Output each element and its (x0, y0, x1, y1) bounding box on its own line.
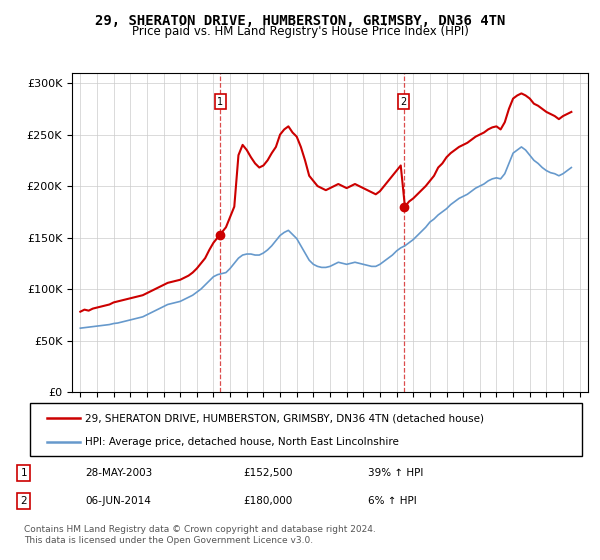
Text: HPI: Average price, detached house, North East Lincolnshire: HPI: Average price, detached house, Nort… (85, 436, 399, 446)
Text: 28-MAY-2003: 28-MAY-2003 (86, 468, 153, 478)
Text: Contains HM Land Registry data © Crown copyright and database right 2024.
This d: Contains HM Land Registry data © Crown c… (24, 525, 376, 545)
Text: £180,000: £180,000 (244, 496, 293, 506)
Text: Price paid vs. HM Land Registry's House Price Index (HPI): Price paid vs. HM Land Registry's House … (131, 25, 469, 38)
Text: 6% ↑ HPI: 6% ↑ HPI (368, 496, 416, 506)
Text: 2: 2 (401, 96, 407, 106)
Text: 39% ↑ HPI: 39% ↑ HPI (368, 468, 423, 478)
Text: 2: 2 (20, 496, 27, 506)
Text: 06-JUN-2014: 06-JUN-2014 (86, 496, 152, 506)
Text: 1: 1 (217, 96, 223, 106)
Text: £152,500: £152,500 (244, 468, 293, 478)
Text: 29, SHERATON DRIVE, HUMBERSTON, GRIMSBY, DN36 4TN (detached house): 29, SHERATON DRIVE, HUMBERSTON, GRIMSBY,… (85, 413, 484, 423)
FancyBboxPatch shape (30, 403, 582, 456)
Text: 29, SHERATON DRIVE, HUMBERSTON, GRIMSBY, DN36 4TN: 29, SHERATON DRIVE, HUMBERSTON, GRIMSBY,… (95, 14, 505, 28)
Text: 1: 1 (20, 468, 27, 478)
